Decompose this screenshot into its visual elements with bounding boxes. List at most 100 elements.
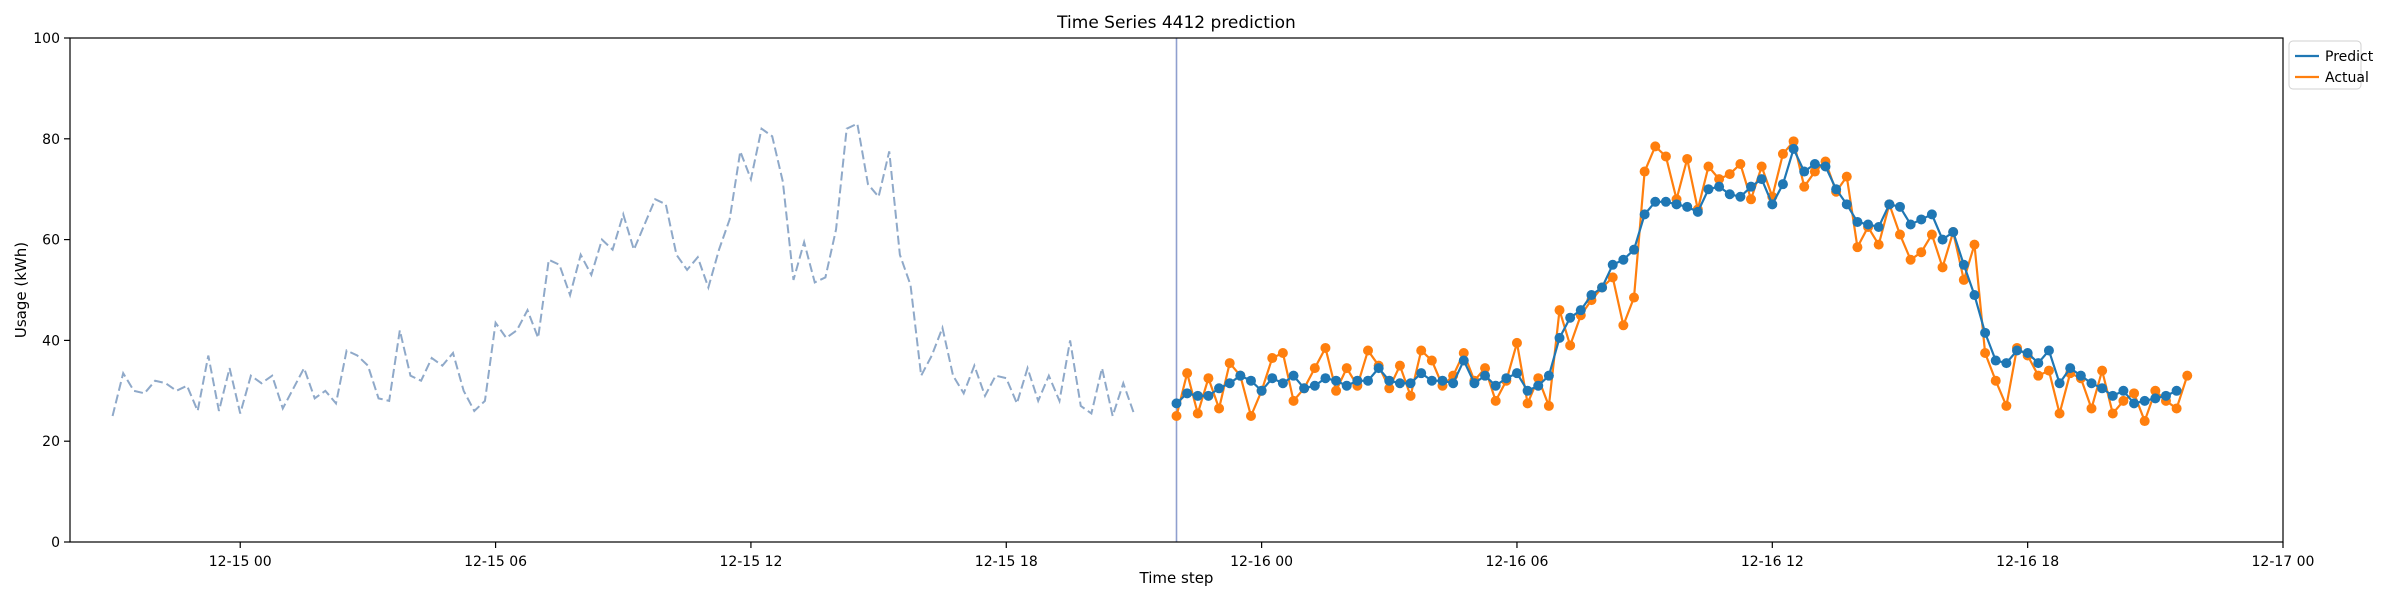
- predict-point: [1543, 370, 1554, 381]
- actual-point: [2097, 365, 2108, 376]
- predict-point: [1629, 244, 1639, 255]
- actual-point: [1841, 171, 1852, 182]
- actual-point: [1192, 408, 1203, 419]
- actual-point: [1565, 340, 1576, 351]
- predict-point: [1469, 378, 1480, 389]
- predict-point: [1703, 184, 1714, 195]
- x-tick-label: 12-15 12: [719, 554, 782, 570]
- predict-point: [1937, 234, 1948, 245]
- predict-point: [1288, 370, 1299, 381]
- actual-point: [1724, 169, 1735, 180]
- predict-point: [1214, 383, 1225, 394]
- y-tick-label: 100: [33, 31, 60, 47]
- actual-point: [1990, 375, 2001, 386]
- actual-point: [1533, 373, 1544, 384]
- predict-point: [1554, 332, 1565, 343]
- actual-point: [1331, 385, 1342, 396]
- actual-point: [1182, 368, 1193, 379]
- x-tick-label: 12-17 00: [2252, 554, 2315, 570]
- actual-point: [2033, 370, 2044, 381]
- predict-point: [1841, 199, 1852, 210]
- actual-point: [2001, 400, 2012, 411]
- y-tick-label: 80: [42, 132, 60, 148]
- predict-point: [1490, 380, 1501, 391]
- predict-point: [1618, 254, 1629, 265]
- predict-point: [1363, 375, 1374, 386]
- predict-point: [1586, 290, 1597, 301]
- actual-point: [1384, 383, 1395, 394]
- actual-point: [1788, 136, 1799, 147]
- predict-point: [1309, 380, 1320, 391]
- actual-point: [1926, 229, 1937, 240]
- predict-point: [1639, 209, 1650, 220]
- actual-point: [2086, 403, 2097, 414]
- actual-point: [1458, 348, 1469, 358]
- predict-point: [1565, 312, 1576, 323]
- y-tick-label: 20: [42, 434, 60, 450]
- actual-point: [1288, 395, 1299, 406]
- actual-point: [1916, 247, 1927, 258]
- actual-point: [1607, 272, 1618, 283]
- predict-point: [1235, 370, 1246, 381]
- predict-point: [2012, 345, 2023, 356]
- predict-point: [2033, 358, 2044, 369]
- actual-point: [2054, 408, 2065, 419]
- actual-point: [1629, 292, 1639, 303]
- actual-point: [1958, 274, 1969, 285]
- actual-point: [1650, 141, 1661, 152]
- y-tick-label: 0: [51, 535, 60, 551]
- predict-point: [1203, 390, 1214, 401]
- predict-point: [1735, 191, 1746, 202]
- actual-point: [1937, 262, 1948, 273]
- predict-point: [2107, 390, 2118, 401]
- predict-point: [2043, 345, 2054, 356]
- legend: Predict Actual: [2288, 40, 2374, 90]
- actual-point: [1363, 345, 1374, 356]
- predict-point: [1394, 378, 1405, 389]
- predict-point: [1299, 383, 1310, 394]
- actual-point: [1522, 398, 1533, 409]
- predict-point: [1916, 214, 1927, 225]
- x-tick-label: 12-15 18: [975, 554, 1038, 570]
- predict-point: [2054, 378, 2065, 389]
- history-series: [111, 122, 1135, 420]
- x-tick-label: 12-16 18: [1996, 554, 2059, 570]
- actual-point: [1203, 373, 1214, 384]
- predict-point: [1224, 378, 1235, 389]
- predict-series: [1171, 143, 2182, 409]
- actual-point: [1809, 166, 1820, 177]
- predict-point: [2118, 385, 2129, 396]
- predict-point: [1320, 373, 1331, 384]
- x-tick-label: 12-16 00: [1230, 554, 1293, 570]
- predict-point: [1533, 380, 1544, 391]
- predict-point: [1182, 388, 1193, 399]
- axes: 0 20 40 60 80 100 12-15 00 12-15 06 12-15 12 12-1…: [33, 31, 2314, 570]
- predict-point: [2160, 390, 2171, 401]
- actual-point: [1309, 363, 1320, 374]
- x-tick-label: 12-16 12: [1741, 554, 1804, 570]
- actual-point: [1171, 411, 1182, 421]
- actual-point: [1660, 151, 1671, 162]
- actual-point: [1980, 348, 1991, 358]
- predict-point: [1245, 375, 1256, 386]
- predict-point: [1820, 161, 1831, 172]
- predict-point: [1480, 370, 1491, 381]
- actual-point: [1703, 161, 1714, 172]
- legend-label-actual: Actual: [2325, 70, 2369, 86]
- actual-point: [1416, 345, 1427, 356]
- y-tick-label: 40: [42, 333, 60, 349]
- y-tick-label: 60: [42, 233, 60, 249]
- predict-point: [1948, 227, 1959, 238]
- predict-point: [1575, 305, 1586, 316]
- actual-point: [1873, 239, 1884, 250]
- actual-point: [1405, 390, 1416, 401]
- predict-point: [1448, 378, 1459, 389]
- predict-point: [1863, 219, 1874, 230]
- predict-point: [2097, 383, 2108, 394]
- predict-point: [1756, 174, 1767, 185]
- predict-point: [1990, 355, 2001, 366]
- predict-point: [1256, 385, 1267, 396]
- predict-point: [1831, 184, 1842, 195]
- actual-point: [1852, 242, 1863, 253]
- actual-point: [1799, 181, 1810, 192]
